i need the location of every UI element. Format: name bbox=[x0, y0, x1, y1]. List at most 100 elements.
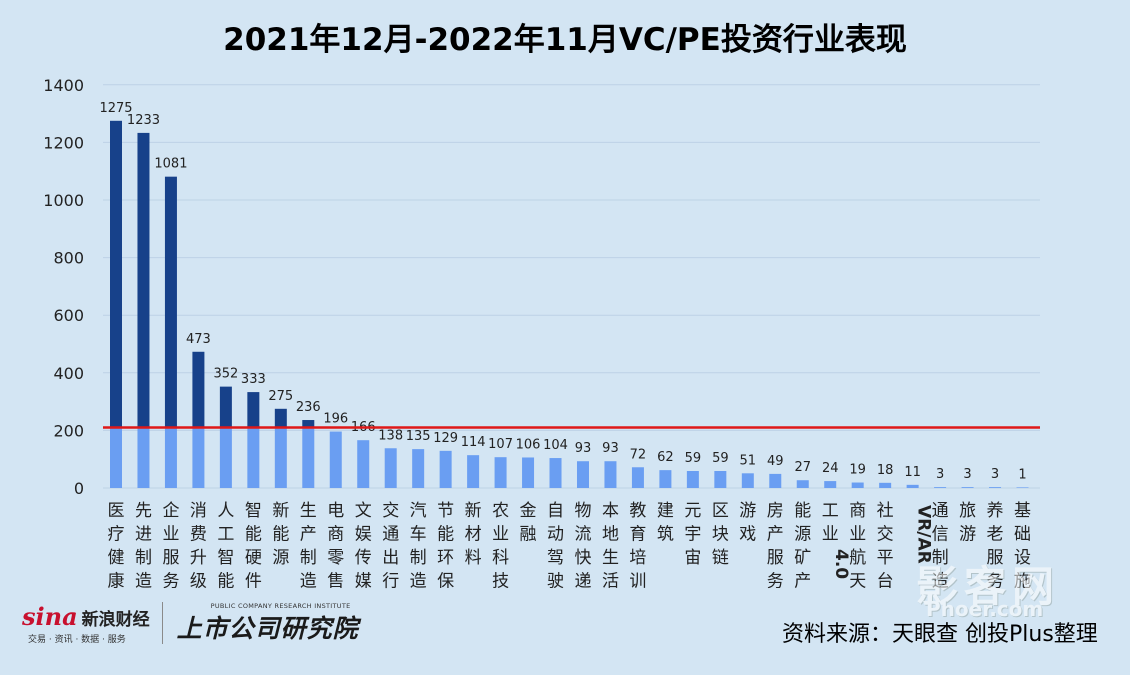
category-label-char: 能 bbox=[437, 525, 454, 545]
category-label-char: 宙 bbox=[684, 548, 701, 568]
category-label-char: 生 bbox=[300, 501, 317, 521]
category-label-char: 智 bbox=[217, 548, 234, 568]
sina-wordmark: sina bbox=[22, 601, 78, 631]
category-label-char: 自 bbox=[547, 501, 564, 521]
bar-lower bbox=[604, 461, 617, 488]
bar bbox=[741, 473, 754, 488]
sina-tagline: 交易 · 资讯 · 数据 · 服务 bbox=[28, 634, 126, 645]
value-label: 24 bbox=[822, 461, 839, 476]
category-label-char: 交 bbox=[877, 525, 894, 545]
bar-lower bbox=[412, 449, 425, 488]
value-label: 106 bbox=[516, 437, 541, 452]
bar bbox=[576, 461, 589, 488]
category-label-char: 健 bbox=[108, 548, 125, 568]
category-label-char: 交 bbox=[382, 501, 399, 521]
sina-finance-name: 新浪财经 bbox=[81, 609, 150, 630]
bar-lower bbox=[439, 450, 452, 488]
category-label-char: 宇 bbox=[684, 525, 701, 545]
category-label-char: 科 bbox=[492, 548, 509, 568]
value-label: 1 bbox=[1018, 468, 1026, 483]
category-label-char: 企 bbox=[162, 501, 179, 521]
y-tick-label: 1200 bbox=[43, 133, 84, 152]
bar bbox=[686, 471, 699, 488]
category-label: 游戏 bbox=[739, 501, 756, 545]
category-label-char: 人 bbox=[217, 501, 234, 521]
category-label-char: 制 bbox=[410, 548, 427, 568]
bar-lower bbox=[851, 482, 864, 488]
bar bbox=[989, 487, 1002, 488]
category-label-number: 4.0 bbox=[831, 549, 851, 579]
category-label-char: 活 bbox=[602, 572, 619, 592]
bar bbox=[851, 482, 864, 488]
value-label: 3 bbox=[963, 467, 971, 482]
category-label: 房产服务 bbox=[767, 501, 784, 592]
bar-lower bbox=[494, 457, 507, 488]
value-label: 275 bbox=[268, 389, 293, 404]
category-label: 工业 bbox=[822, 501, 839, 545]
value-label: 59 bbox=[712, 451, 729, 466]
bar-lower bbox=[247, 427, 260, 488]
category-label: 金融 bbox=[520, 501, 537, 545]
category-label: 农业科技 bbox=[492, 501, 509, 592]
bar bbox=[219, 386, 232, 488]
category-label: 汽车制造 bbox=[410, 501, 427, 592]
y-axis: 0 200 400 600 800 1000 1200 1400 bbox=[43, 76, 84, 498]
bar-lower bbox=[274, 427, 287, 488]
category-label-char: 动 bbox=[547, 525, 564, 545]
bar-upper bbox=[302, 420, 315, 428]
category-label-char: 社 bbox=[877, 501, 894, 521]
category-label-char: 通 bbox=[382, 525, 399, 545]
bar-upper bbox=[219, 386, 232, 428]
value-label: 135 bbox=[406, 429, 431, 444]
value-label: 1233 bbox=[127, 113, 160, 128]
bar-lower bbox=[137, 427, 150, 488]
value-label: 27 bbox=[794, 460, 811, 475]
category-label-char: 新 bbox=[272, 501, 289, 521]
value-label: 1081 bbox=[154, 157, 187, 172]
y-tick-label: 400 bbox=[53, 364, 84, 383]
category-label-char: 售 bbox=[327, 572, 344, 592]
bar bbox=[274, 408, 287, 488]
value-label: 51 bbox=[740, 453, 757, 468]
bar-lower bbox=[384, 448, 397, 488]
bar-lower bbox=[467, 455, 480, 488]
category-label: 医疗健康 bbox=[108, 501, 125, 592]
category-label-char: 业 bbox=[849, 525, 866, 545]
value-label: 49 bbox=[767, 454, 784, 469]
category-label-char: 矿 bbox=[794, 548, 811, 568]
category-label-char: 娱 bbox=[355, 525, 372, 545]
bar-lower bbox=[906, 484, 919, 488]
category-label-char: 技 bbox=[492, 572, 509, 592]
bar-upper bbox=[110, 120, 122, 428]
category-label-char: 融 bbox=[520, 525, 537, 545]
category-label-char: 造 bbox=[410, 572, 427, 592]
category-label-char: 养 bbox=[987, 501, 1004, 521]
bar bbox=[659, 470, 672, 488]
bar bbox=[412, 449, 425, 488]
category-label-char: 递 bbox=[574, 572, 591, 592]
bar-lower bbox=[357, 440, 370, 488]
bar bbox=[604, 461, 617, 488]
bar bbox=[329, 431, 342, 488]
category-label-char: 驶 bbox=[547, 572, 564, 592]
category-label-char: 区 bbox=[712, 501, 729, 521]
category-label-char: 媒 bbox=[355, 572, 372, 592]
watermark: 影客网 Phoer.com bbox=[916, 553, 1096, 621]
category-label-char: 建 bbox=[657, 501, 674, 521]
bar bbox=[714, 471, 727, 488]
bar bbox=[796, 480, 809, 488]
bar-lower bbox=[522, 457, 535, 488]
category-label: 生产制造 bbox=[300, 501, 317, 592]
category-label: 企业服务 bbox=[162, 501, 179, 592]
category-label: 通信制造 bbox=[932, 501, 949, 592]
category-label: 能源矿产 bbox=[794, 501, 811, 592]
category-label: 自动驾驶 bbox=[547, 501, 564, 592]
y-tick-label: 800 bbox=[53, 249, 84, 268]
value-label: 18 bbox=[877, 463, 894, 478]
category-label-char: 能 bbox=[217, 572, 234, 592]
category-label-char: 链 bbox=[712, 548, 729, 568]
category-label-char: 业 bbox=[492, 525, 509, 545]
y-tick-label: 0 bbox=[74, 479, 84, 498]
category-label-char: 农 bbox=[492, 501, 509, 521]
